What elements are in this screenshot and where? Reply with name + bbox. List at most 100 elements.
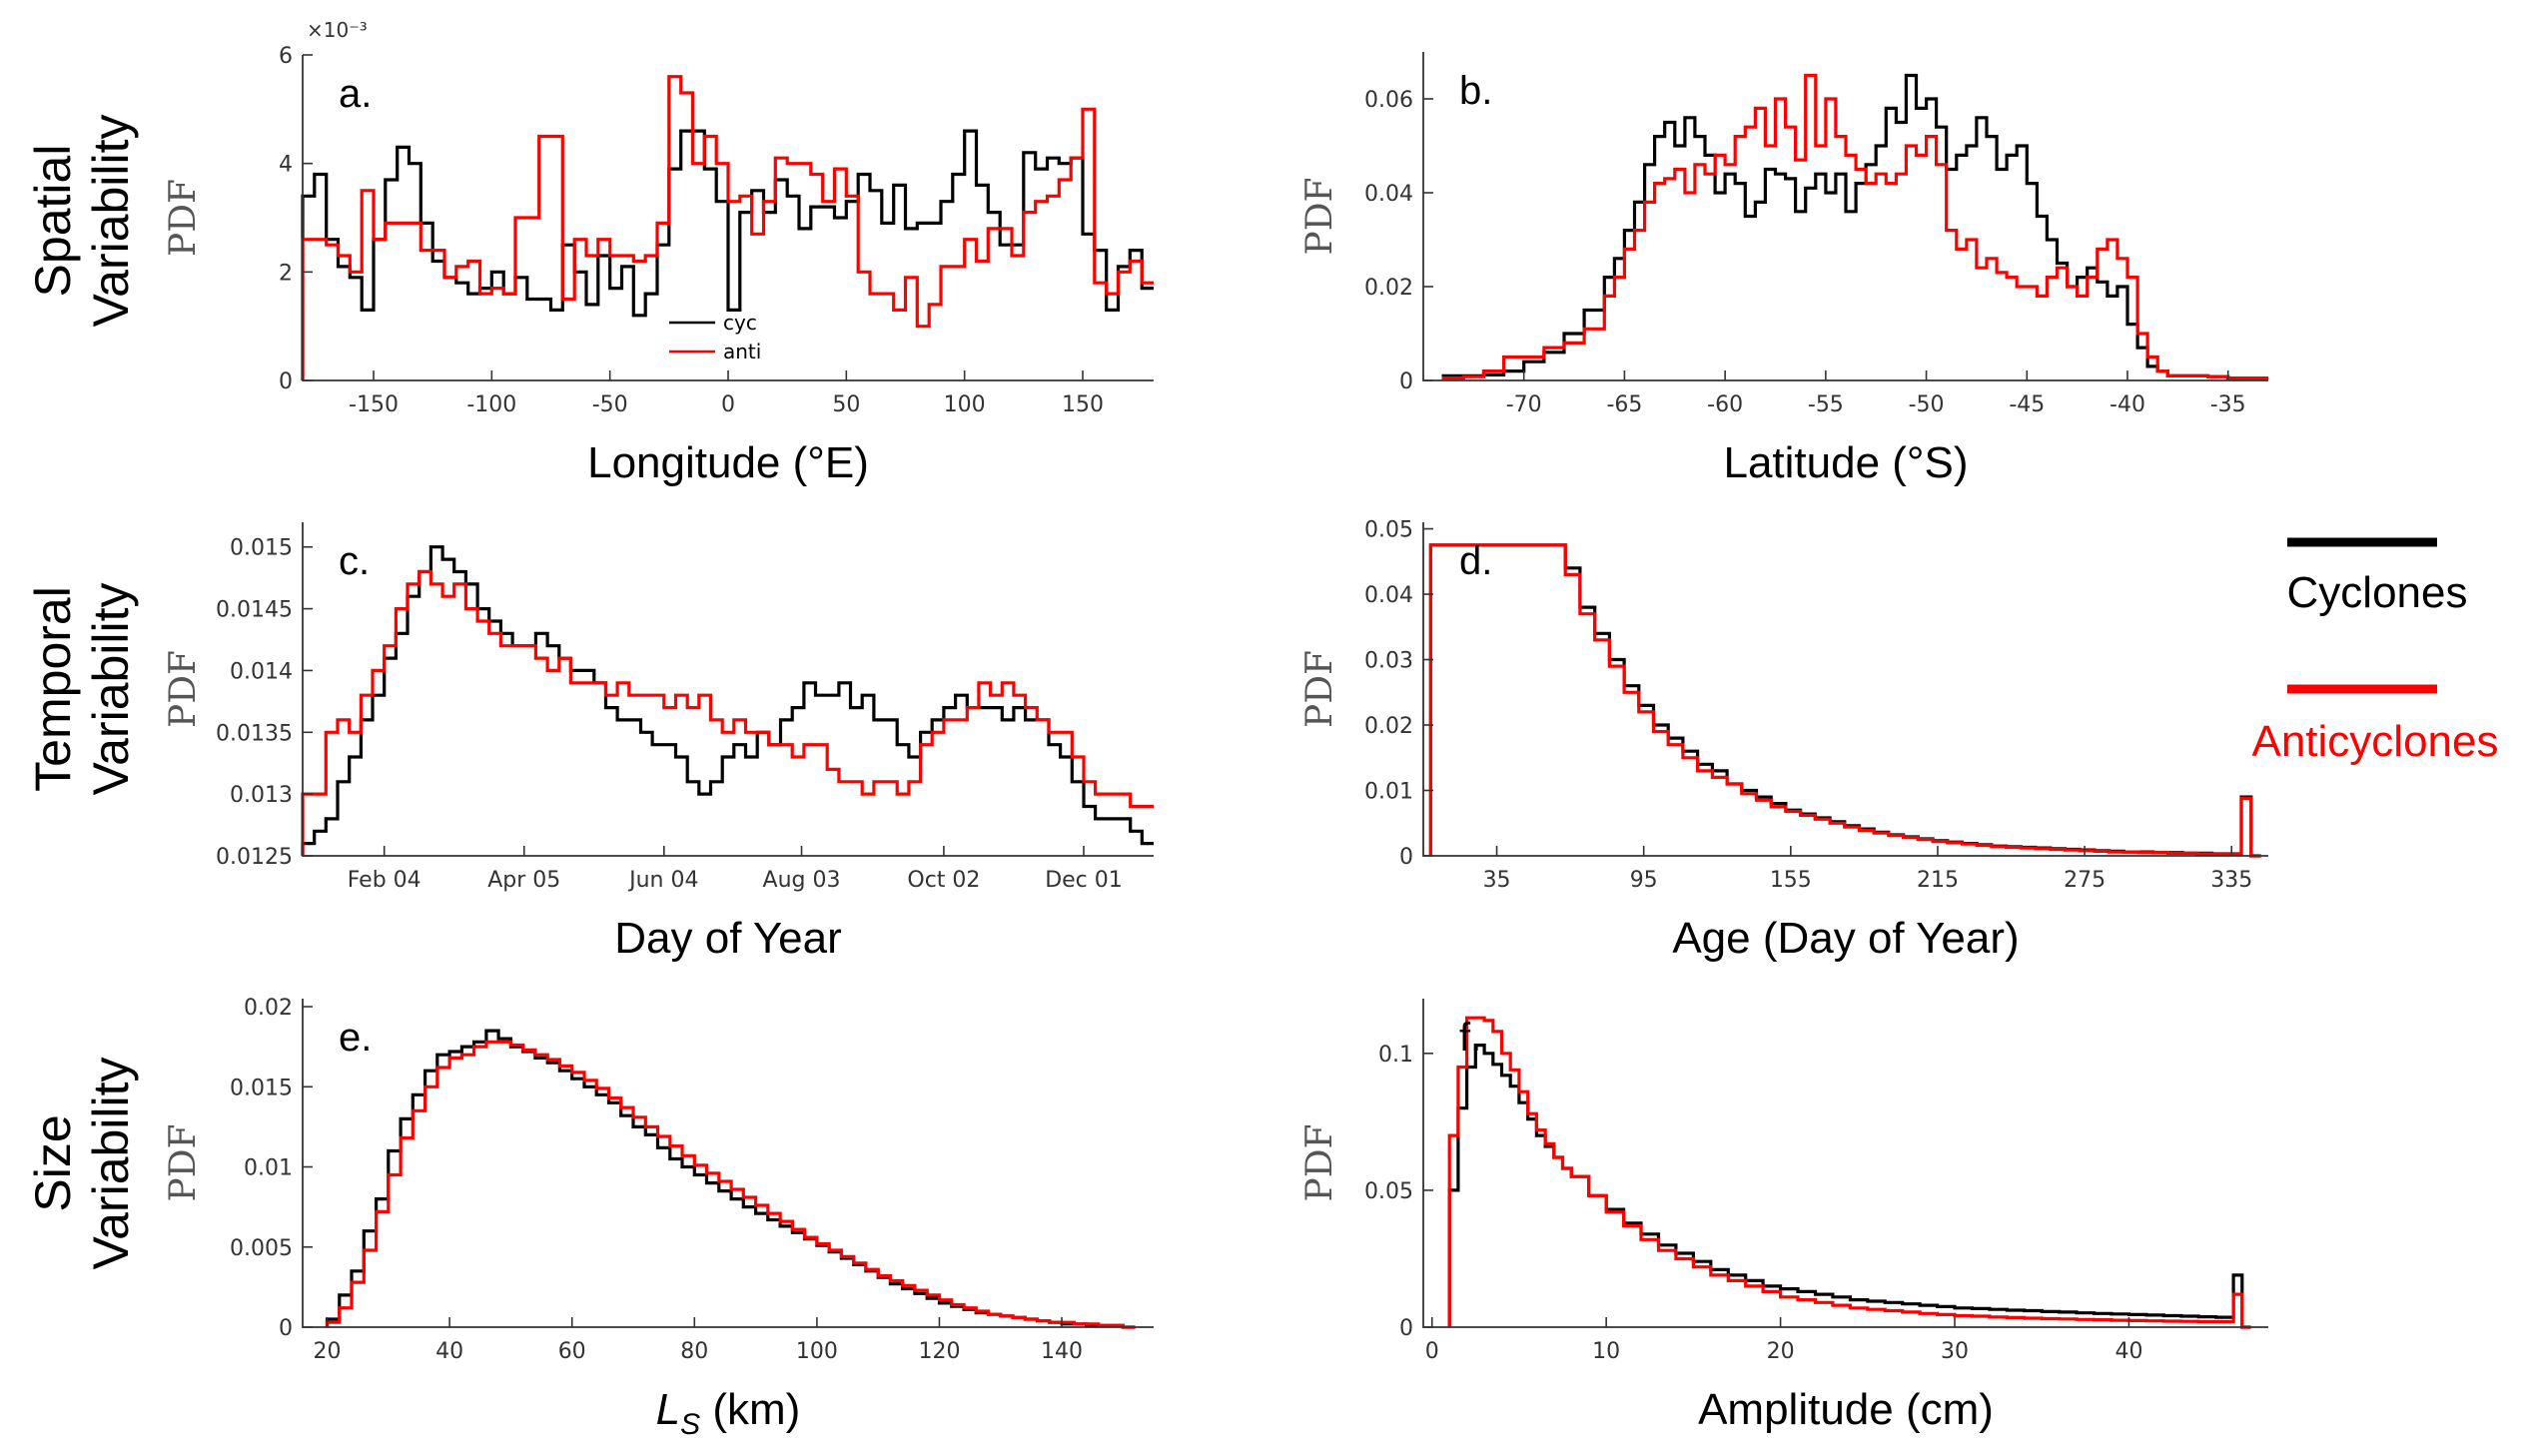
y-axis-label: PDF: [1299, 650, 1340, 728]
y-tick-label: 0.014: [230, 659, 293, 684]
inner-legend-label: cyc: [723, 311, 757, 335]
x-tick-label: 50: [832, 392, 860, 417]
x-tick-label: 120: [918, 1339, 960, 1364]
y-tick-label: 4: [279, 153, 293, 178]
legend-label-cyclones: Cyclones: [2287, 568, 2468, 617]
row-label: Temporal Variability: [25, 582, 139, 795]
y-tick-label: 0.015: [230, 536, 293, 561]
x-tick-label: Jun 04: [627, 868, 698, 893]
y-tick-label: 0.01: [1364, 780, 1413, 805]
y-tick-label: 0.1: [1378, 1043, 1413, 1068]
x-tick-label: 40: [2114, 1339, 2142, 1364]
x-tick-label: 35: [1483, 868, 1511, 893]
chart-panels: -150 -100 -50 0 50 100 1500246×10⁻³PDFLongitud…: [163, 18, 2268, 1441]
chart-panel-a: -150 -100 -50 0 50 100 150 0 2 4 6 ×10⁻³ PDF Longitud…: [163, 18, 1154, 487]
x-tick-label: Oct 02: [907, 868, 980, 893]
x-tick-label: -150: [349, 392, 399, 417]
series-line-cyclones: [325, 1029, 1136, 1329]
y-axis-exponent: ×10⁻³: [307, 18, 368, 42]
x-tick-label: 95: [1630, 868, 1658, 893]
series-line-cyc: [301, 129, 1154, 380]
y-tick-label: 0: [279, 1316, 293, 1341]
chart-panel-c: Feb 04 Apr 05 Jun 04 Aug 03 Oct 02 Dec 01 0.01…: [163, 522, 1154, 963]
y-tick-label: 0: [1399, 369, 1413, 394]
x-axis-label: Day of Year: [614, 914, 842, 963]
series-line-anticyclones: [1428, 543, 2261, 858]
x-axis-label: LS (km): [656, 1385, 801, 1441]
y-axis-label: PDF: [163, 1123, 204, 1201]
row-label-line-2: Variability: [83, 1057, 139, 1269]
axes-frame: [1422, 999, 2268, 1328]
x-tick-label: -35: [2210, 392, 2246, 417]
x-tick-label: -50: [592, 392, 628, 417]
y-axis-label: PDF: [1299, 1123, 1340, 1201]
x-tick-label: 155: [1770, 868, 1812, 893]
x-tick-label: 100: [944, 392, 986, 417]
x-tick-label: 140: [1041, 1339, 1083, 1364]
y-axis-label: PDF: [163, 650, 204, 728]
row-label: Spatial Variability: [25, 114, 139, 327]
y-axis-label: PDF: [1299, 177, 1340, 255]
y-tick-label: 0.015: [230, 1076, 293, 1100]
y-axis-label-text: PDF: [1299, 177, 1340, 255]
x-tick-label: -65: [1606, 392, 1642, 417]
y-tick-label: 0.04: [1364, 182, 1413, 207]
series-line-anticyclones: [1447, 1016, 2251, 1329]
y-tick-label: 0.005: [230, 1236, 293, 1261]
panel-letter: b.: [1459, 69, 1492, 113]
y-tick-label: 6: [279, 44, 293, 69]
x-axis-label: Latitude (°S): [1723, 438, 1968, 487]
y-tick-label: 0.0125: [216, 845, 293, 870]
x-tick-label: 40: [435, 1339, 463, 1364]
row-label-line-2: Variability: [83, 582, 139, 795]
y-tick-label: 0: [1399, 845, 1413, 870]
y-tick-label: 0.02: [1364, 276, 1413, 301]
x-tick-label: 150: [1062, 392, 1104, 417]
y-axis-label-text: PDF: [163, 650, 204, 728]
x-tick-label: 0: [721, 392, 735, 417]
x-tick-label: 20: [314, 1339, 342, 1364]
x-tick-label: Aug 03: [763, 868, 841, 893]
x-axis-label: Age (Day of Year): [1672, 914, 2019, 963]
x-tick-label: -50: [1909, 392, 1945, 417]
axes-frame: [1422, 52, 2268, 381]
panel-letter: f.: [1459, 1016, 1481, 1060]
y-axis-label-text: PDF: [1299, 650, 1340, 728]
row-label-line-2: Variability: [83, 114, 139, 327]
x-tick-label: 60: [558, 1339, 586, 1364]
x-tick-label: -55: [1808, 392, 1844, 417]
y-axis-label-text: PDF: [1299, 1123, 1340, 1201]
y-tick-label: 0.0145: [216, 598, 293, 623]
axes-frame: [1422, 522, 2268, 857]
chart-panel-e: 20 40 60 80 100 120 140 0 0.005 0.01 0.015 0.02 PDF L…: [163, 996, 1154, 1441]
x-tick-label: 335: [2210, 868, 2252, 893]
y-tick-label: 0.04: [1364, 583, 1413, 608]
row-label-line-1: Size: [25, 1114, 81, 1211]
y-axis-label-text: PDF: [163, 1123, 204, 1201]
y-tick-label: 0.02: [244, 996, 293, 1021]
series-line-anticyclones: [1441, 73, 2268, 380]
series-line-anticyclones: [325, 1040, 1136, 1329]
x-axis-label: Amplitude (cm): [1698, 1385, 1994, 1434]
y-tick-label: 0: [279, 369, 293, 394]
x-tick-label: Apr 05: [487, 868, 560, 893]
chart-panel-d: 35 95 155 215 275 335 0 0.01 0.02 0.03 0.04 0.05 PDF…: [1299, 518, 2268, 963]
panel-letter: e.: [339, 1016, 372, 1060]
series-line-cyclones: [301, 545, 1154, 856]
y-tick-label: 0.0135: [216, 721, 293, 746]
inner-legend-label: anti: [723, 340, 761, 364]
figure-legend: Cyclones Anticyclones: [2251, 537, 2499, 766]
series-line-cyclones: [1428, 543, 2261, 858]
panel-letter: d.: [1459, 539, 1492, 583]
y-tick-label: 0: [1399, 1316, 1413, 1341]
x-axis-label-symbol: L: [656, 1385, 680, 1434]
x-tick-label: -45: [2009, 392, 2045, 417]
row-label: Size Variability: [25, 1057, 139, 1269]
y-tick-label: 0.03: [1364, 649, 1413, 674]
y-tick-label: 0.06: [1364, 88, 1413, 113]
x-tick-label: Feb 04: [348, 868, 421, 893]
row-label-line-1: Temporal: [25, 586, 81, 792]
x-tick-label: -40: [2109, 392, 2145, 417]
x-tick-label: 20: [1767, 1339, 1795, 1364]
panel-letter: a.: [339, 72, 372, 116]
